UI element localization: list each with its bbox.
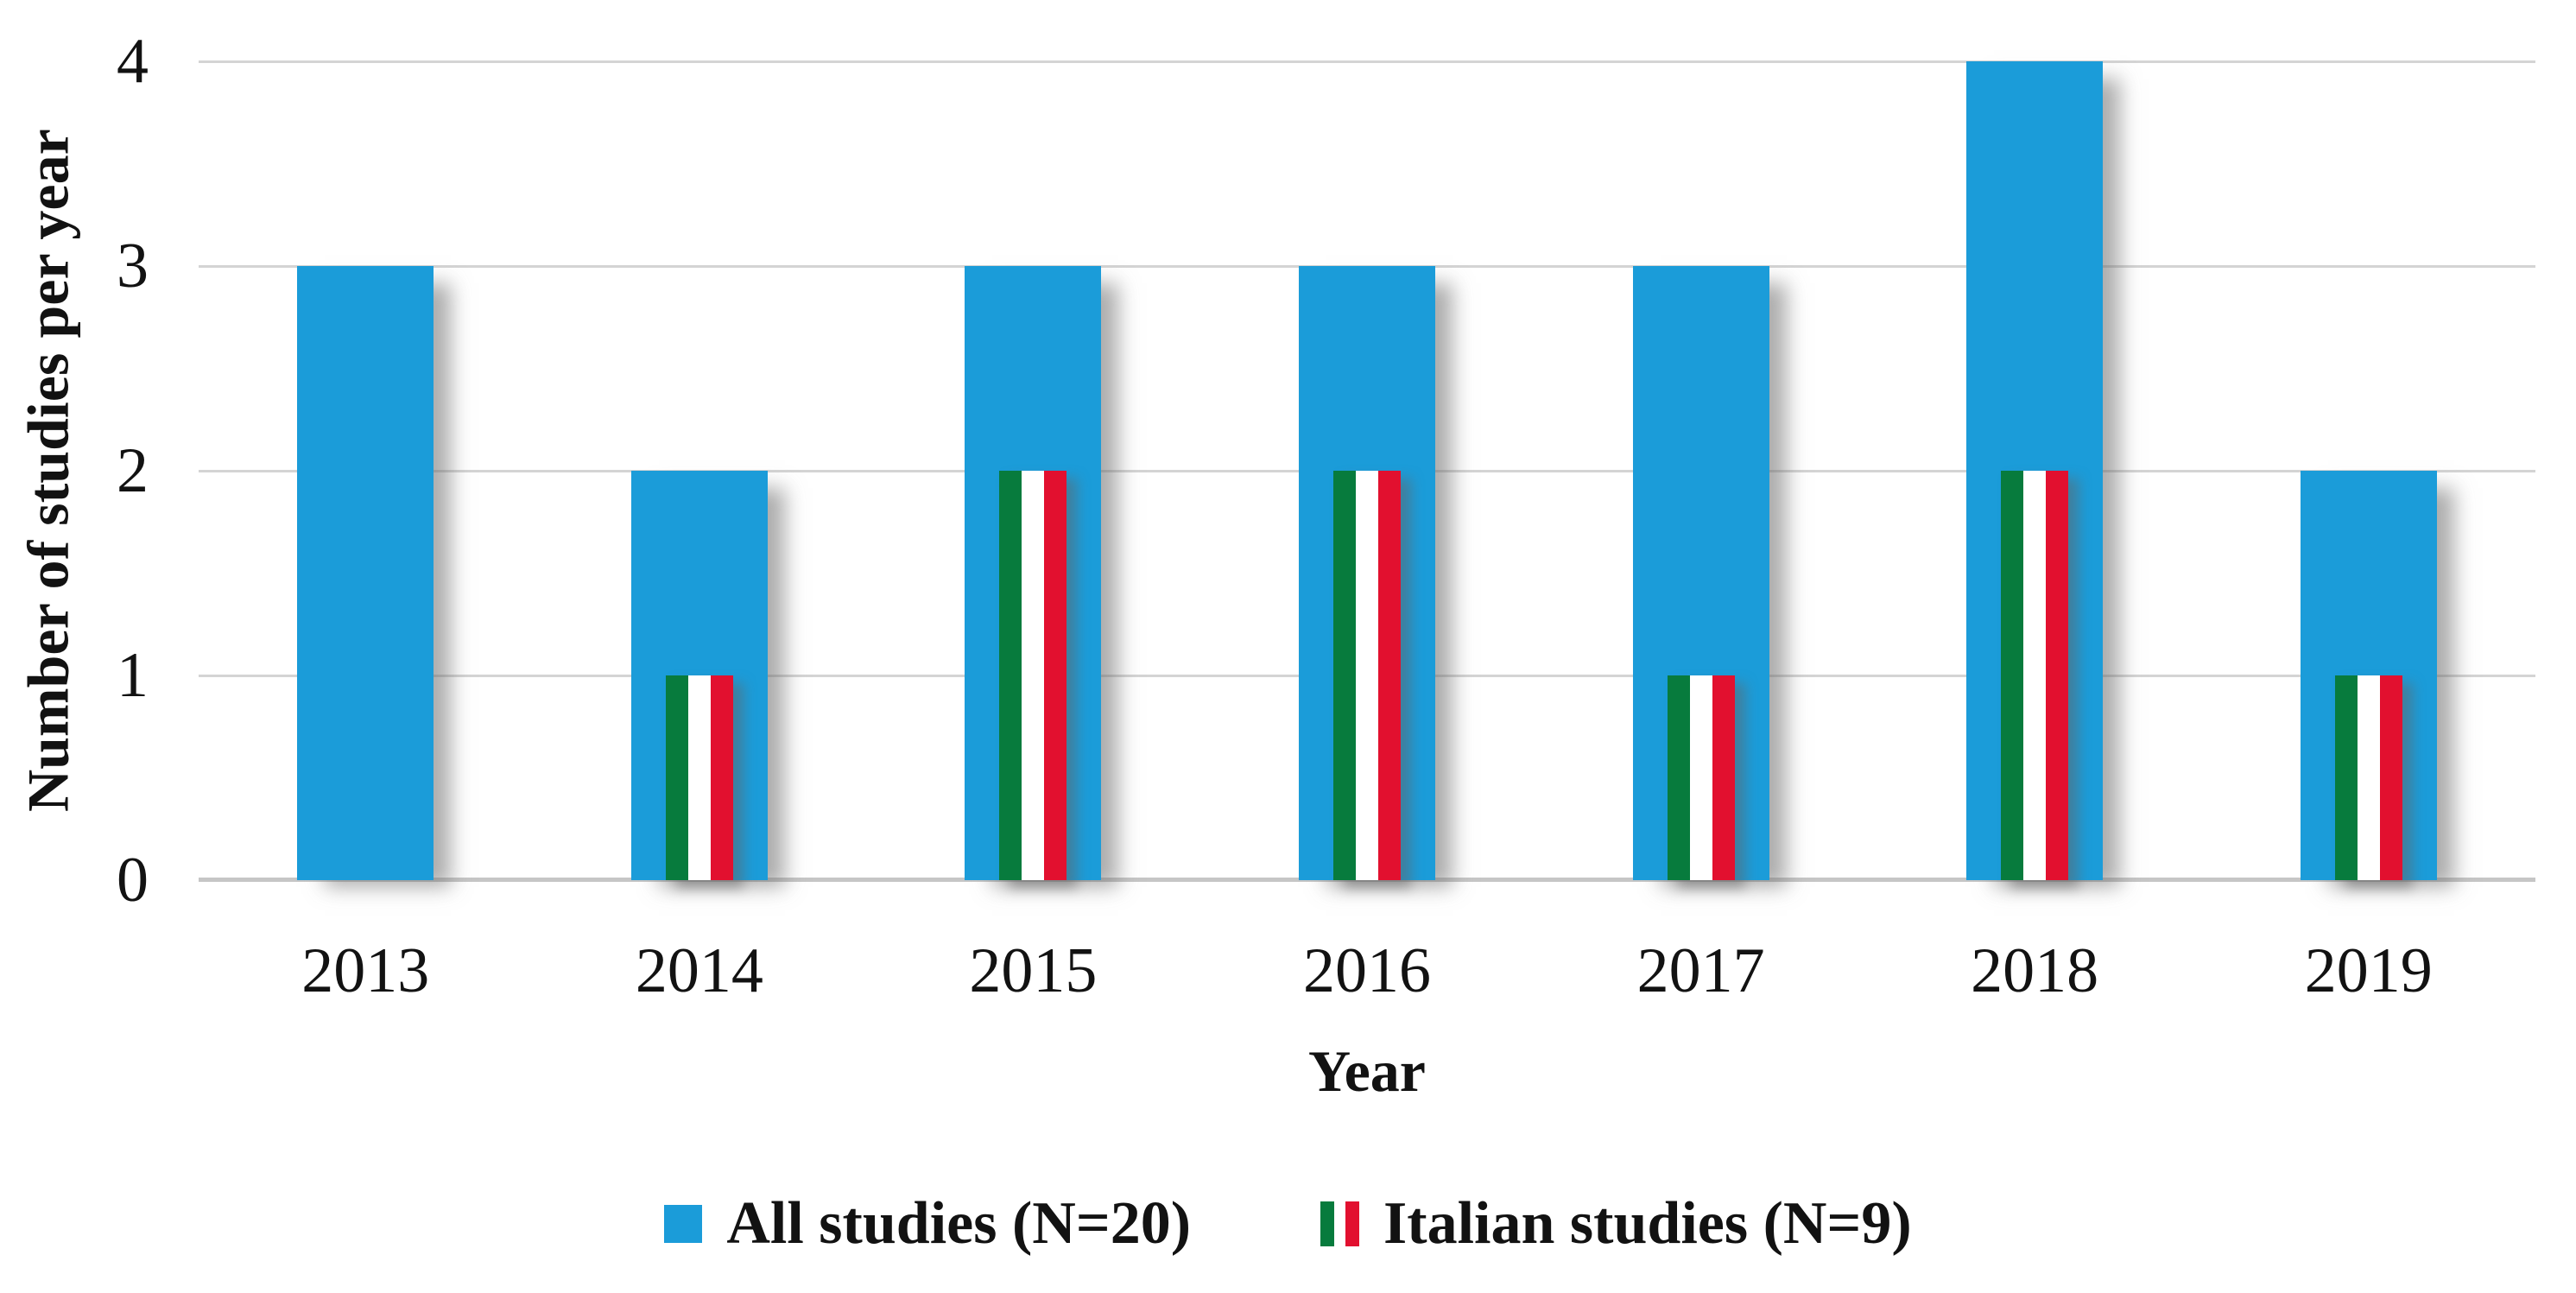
flag-white-stripe <box>1356 471 1379 880</box>
flag-red-stripe <box>2046 471 2069 880</box>
category-slot-2019 <box>2201 61 2535 880</box>
legend: All studies (N=20) Italian studies (N=9) <box>0 1192 2576 1256</box>
bar-italian-studies-2014 <box>665 675 733 880</box>
x-tick-label-2019: 2019 <box>2304 935 2433 1006</box>
x-tick-label-2016: 2016 <box>1302 935 1431 1006</box>
x-axis-title: Year <box>1308 1038 1426 1104</box>
y-tick-label-3: 3 <box>117 231 149 301</box>
bar-italian-studies-2018 <box>2001 471 2069 880</box>
x-tick-label-2013: 2013 <box>301 935 430 1006</box>
flag-red-stripe <box>1712 675 1735 880</box>
flag-green-stripe <box>665 675 688 880</box>
flag-red-stripe <box>2379 675 2402 880</box>
category-slot-2014 <box>533 61 867 880</box>
y-tick-label-0: 0 <box>117 845 149 916</box>
category-slot-2017 <box>1534 61 1868 880</box>
bar-italian-studies-2016 <box>1333 471 1402 880</box>
bars-container <box>199 61 2535 880</box>
gridline-y-4 <box>199 60 2535 63</box>
flag-red-stripe <box>1345 1201 1360 1246</box>
y-tick-label-2: 2 <box>117 435 149 506</box>
x-tick-label-2017: 2017 <box>1636 935 1765 1006</box>
flag-red-stripe <box>1044 471 1067 880</box>
legend-label-italian-studies: Italian studies (N=9) <box>1383 1190 1912 1257</box>
flag-green-stripe <box>999 471 1022 880</box>
bar-italian-studies-2019 <box>2334 675 2402 880</box>
flag-white-stripe <box>2023 471 2047 880</box>
x-tick-label-2018: 2018 <box>1971 935 2099 1006</box>
flag-green-stripe <box>1667 675 1690 880</box>
category-slot-2013 <box>199 61 533 880</box>
legend-label-all-studies: All studies (N=20) <box>726 1190 1192 1257</box>
italian-flag-swatch-icon <box>1320 1201 1360 1246</box>
category-slot-2016 <box>1200 61 1535 880</box>
legend-item-all-studies: All studies (N=20) <box>664 1192 1191 1256</box>
flag-white-stripe <box>1022 471 1045 880</box>
y-tick-label-1: 1 <box>117 640 149 711</box>
bar-italian-studies-2017 <box>1667 675 1735 880</box>
y-tick-label-4: 4 <box>117 26 149 97</box>
legend-item-italian-studies: Italian studies (N=9) <box>1320 1192 1912 1256</box>
flag-green-stripe <box>2001 471 2024 880</box>
x-tick-label-2015: 2015 <box>969 935 1098 1006</box>
flag-white-stripe <box>2357 675 2380 880</box>
flag-white-stripe <box>687 675 711 880</box>
flag-green-stripe <box>1333 471 1357 880</box>
bar-italian-studies-2015 <box>999 471 1067 880</box>
bar-all-studies-2013 <box>297 266 434 880</box>
x-tick-label-2014: 2014 <box>635 935 763 1006</box>
flag-green-stripe <box>1320 1201 1335 1246</box>
flag-red-stripe <box>710 675 733 880</box>
flag-white-stripe <box>1689 675 1712 880</box>
all-studies-swatch-icon <box>664 1205 703 1243</box>
flag-green-stripe <box>2334 675 2358 880</box>
category-slot-2018 <box>1868 61 2202 880</box>
flag-red-stripe <box>1378 471 1402 880</box>
category-slot-2015 <box>866 61 1200 880</box>
plot-area <box>199 60 2535 882</box>
